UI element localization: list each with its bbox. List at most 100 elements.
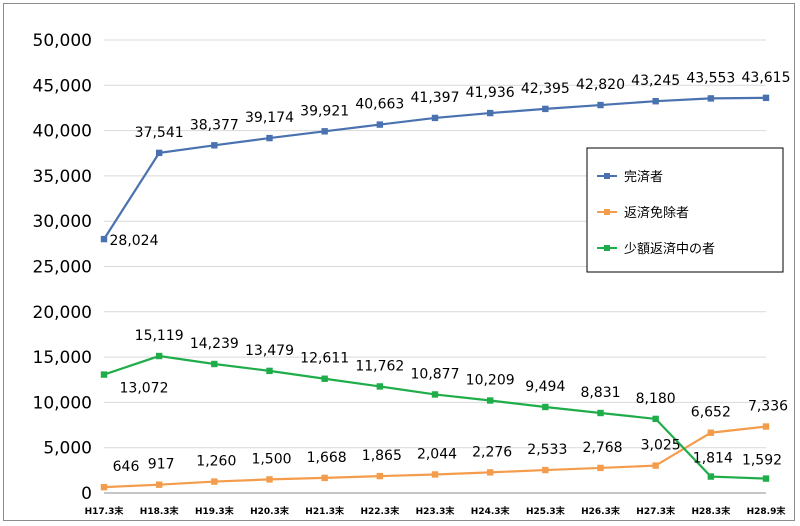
data-label: 14,239 [190, 336, 239, 352]
x-tick-label: H21.3末 [305, 505, 345, 517]
x-tick-label: H26.3末 [581, 505, 621, 517]
y-tick-label: 0 [81, 484, 92, 504]
legend-marker [604, 209, 610, 215]
data-point [321, 128, 328, 135]
data-label: 37,541 [135, 125, 184, 141]
data-point [321, 474, 328, 482]
legend-box [586, 147, 784, 273]
data-point [155, 352, 163, 360]
data-label: 13,072 [120, 381, 169, 397]
data-label: 38,377 [190, 117, 239, 133]
data-point [486, 109, 494, 117]
data-label: 43,553 [686, 70, 735, 86]
data-label: 1,500 [251, 451, 291, 467]
data-point [652, 462, 659, 469]
y-tick-label: 5,000 [43, 439, 92, 459]
data-point [266, 476, 273, 483]
y-tick-label: 15,000 [33, 348, 92, 368]
y-tick-label: 20,000 [33, 303, 92, 323]
data-label: 917 [148, 457, 175, 473]
data-point [321, 375, 328, 382]
data-label: 7,336 [748, 399, 788, 415]
data-label: 3,025 [641, 438, 681, 454]
data-label: 2,044 [417, 446, 457, 462]
x-tick-label: H18.3末 [140, 505, 180, 517]
data-point [376, 121, 384, 128]
data-point [100, 371, 108, 378]
legend-label: 少額返済中の者 [624, 241, 715, 257]
data-label: 41,397 [411, 90, 460, 106]
data-point [652, 98, 659, 105]
data-label: 1,865 [362, 448, 402, 464]
data-point [707, 95, 715, 102]
data-point [376, 383, 384, 390]
data-point [762, 475, 770, 482]
data-label: 1,668 [307, 450, 347, 466]
data-point [211, 478, 218, 485]
data-label: 646 [113, 459, 140, 475]
data-point [486, 469, 494, 476]
data-label: 39,921 [300, 103, 349, 119]
data-point [211, 142, 218, 149]
legend-marker [604, 173, 610, 179]
legend-label: 返済免除者 [624, 205, 689, 221]
x-tick-label: H17.3末 [85, 505, 125, 517]
data-label: 43,615 [742, 70, 791, 86]
data-label: 11,762 [355, 358, 404, 374]
data-point [100, 235, 108, 243]
data-point [266, 134, 273, 142]
data-label: 6,652 [691, 405, 731, 421]
data-point [155, 149, 163, 157]
y-tick-label: 10,000 [33, 393, 92, 413]
data-point [542, 466, 549, 474]
data-point [707, 429, 715, 436]
data-point [431, 391, 439, 398]
y-tick-label: 25,000 [33, 258, 92, 278]
data-point [155, 481, 163, 488]
x-tick-label: H22.3末 [360, 505, 400, 517]
data-point [762, 94, 770, 102]
y-tick-label: 35,000 [33, 167, 92, 187]
data-label: 28,024 [110, 233, 159, 249]
data-point [266, 367, 273, 375]
data-label: 9,494 [525, 379, 565, 395]
data-point [100, 483, 108, 491]
data-label: 12,611 [300, 351, 349, 367]
y-tick-label: 50,000 [33, 31, 92, 51]
x-tick-label: H25.3末 [526, 505, 566, 517]
data-point [597, 101, 604, 109]
data-point [486, 397, 494, 404]
data-point [762, 423, 770, 430]
data-label: 40,663 [355, 97, 404, 113]
data-point [376, 472, 384, 480]
data-label: 10,877 [411, 366, 460, 382]
data-label: 2,276 [472, 444, 512, 460]
x-tick-label: H28.3末 [691, 505, 731, 517]
y-tick-label: 40,000 [33, 122, 92, 142]
data-label: 39,174 [245, 110, 294, 126]
data-point [707, 473, 715, 480]
data-point [431, 471, 439, 478]
data-point [211, 360, 218, 368]
data-point [431, 114, 439, 122]
data-label: 2,768 [582, 440, 622, 456]
data-label: 41,936 [466, 85, 515, 101]
y-tick-label: 45,000 [33, 76, 92, 96]
data-label: 42,395 [521, 81, 570, 97]
data-label: 1,260 [196, 454, 236, 470]
data-label: 13,479 [245, 343, 294, 359]
data-label: 15,119 [135, 328, 184, 344]
x-tick-label: H28.9末 [747, 505, 787, 517]
data-label: 8,831 [580, 385, 620, 401]
legend-marker [604, 245, 610, 251]
x-tick-label: H24.3末 [471, 505, 511, 517]
data-point [652, 415, 659, 423]
data-point [542, 105, 549, 113]
legend-label: 完済者 [624, 169, 663, 185]
data-label: 2,533 [527, 442, 567, 458]
data-label: 8,180 [636, 391, 676, 407]
data-label: 43,245 [631, 73, 680, 89]
data-point [542, 403, 549, 411]
data-label: 1,814 [693, 451, 733, 467]
